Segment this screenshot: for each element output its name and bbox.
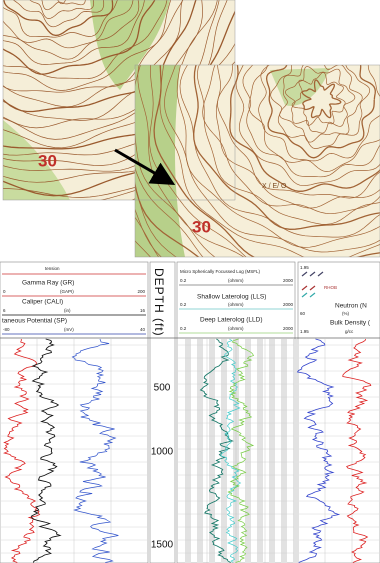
header-text: 1.95 bbox=[300, 329, 309, 334]
header-text: 16 bbox=[140, 308, 146, 313]
header-text: (mV) bbox=[64, 327, 74, 332]
header-text: taneous Potential (SP) bbox=[2, 318, 67, 325]
header-text: 1.95 bbox=[300, 265, 309, 270]
header-text: 2000 bbox=[283, 278, 294, 283]
depth-tick: 500 bbox=[154, 383, 171, 394]
header-text: Caliper (CALI) bbox=[22, 299, 63, 306]
header-text: 0.2 bbox=[180, 278, 187, 283]
shade bbox=[185, 339, 191, 563]
header-text: Micro Spherically Focussed Log (MSFL) bbox=[180, 269, 261, 274]
shade bbox=[197, 339, 203, 563]
header-text: -80 bbox=[3, 327, 10, 332]
header-text: 0.2 bbox=[180, 326, 187, 331]
shade bbox=[293, 339, 299, 563]
page: 30 30 X / E/ O tension Gamma Ray (GR) 0 … bbox=[0, 0, 380, 563]
header-text: (ohmm) bbox=[228, 326, 244, 331]
header-text: 0.2 bbox=[180, 302, 187, 307]
shade bbox=[257, 339, 263, 563]
header-text: (%) bbox=[342, 311, 349, 316]
depth-title: DEPTH (ft) bbox=[152, 268, 166, 337]
header-text: (in) bbox=[64, 308, 71, 313]
header-text: (ohmm) bbox=[228, 302, 244, 307]
depth-tick: 1500 bbox=[151, 540, 174, 551]
header-text: Deep Laterolog (LLD) bbox=[200, 317, 263, 324]
header-text: g/cc bbox=[345, 329, 354, 334]
shade bbox=[281, 339, 287, 563]
header-text: (ohmm) bbox=[228, 278, 244, 283]
header-text: tension bbox=[45, 266, 60, 271]
header-text: (GAPI) bbox=[60, 289, 74, 294]
header-text: Gamma Ray (GR) bbox=[22, 280, 74, 287]
header-text: Bulk Density ( bbox=[330, 320, 371, 327]
shade bbox=[269, 339, 275, 563]
header-text: 2000 bbox=[283, 302, 294, 307]
header-text: 2000 bbox=[283, 326, 294, 331]
header-text: Neutron (N bbox=[335, 303, 367, 310]
map-label: 30 bbox=[192, 217, 211, 236]
header-text: 40 bbox=[140, 327, 146, 332]
header-text: 200 bbox=[137, 289, 145, 294]
header-text: RHOB bbox=[324, 285, 337, 290]
map-label: 30 bbox=[38, 151, 57, 170]
header-text: Shallow Laterolog (LLS) bbox=[197, 294, 266, 301]
map-note: X / E/ O bbox=[262, 183, 287, 190]
depth-tick: 1000 bbox=[151, 447, 174, 458]
header-text: 60 bbox=[300, 311, 306, 316]
